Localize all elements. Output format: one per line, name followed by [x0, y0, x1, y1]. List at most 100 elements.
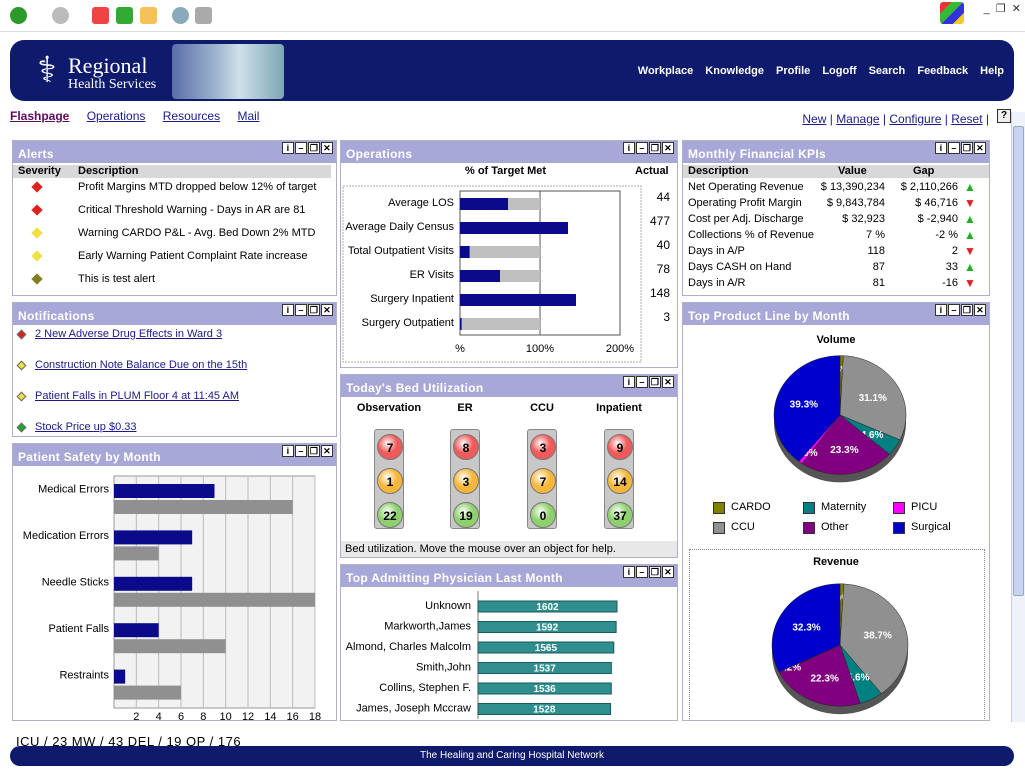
legend-label: PICU: [911, 501, 938, 513]
kpi-value: 81: [872, 277, 885, 289]
close-icon[interactable]: ✕: [662, 376, 674, 388]
restore-icon[interactable]: ❐: [308, 445, 320, 457]
restore-icon[interactable]: ❐: [308, 142, 320, 154]
tab-mail[interactable]: Mail: [237, 109, 260, 123]
reset-link[interactable]: Reset: [951, 112, 983, 126]
nav-profile[interactable]: Profile: [776, 65, 811, 77]
traffic-light-yellow[interactable]: 3: [453, 468, 479, 494]
manage-link[interactable]: Manage: [836, 112, 880, 126]
kpi-value: $ 9,843,784: [826, 197, 885, 209]
notification-link[interactable]: Construction Note Balance Due on the 15t…: [35, 359, 248, 371]
info-icon[interactable]: i: [282, 142, 294, 154]
panel-controls: i – ❐ ✕: [623, 142, 674, 154]
minimize-icon[interactable]: –: [948, 304, 960, 316]
close-icon[interactable]: ✕: [662, 566, 674, 578]
tab-resources[interactable]: Resources: [162, 109, 221, 123]
minimize-icon[interactable]: –: [295, 304, 307, 316]
traffic-light[interactable]: 9 14 37: [604, 429, 634, 529]
minimize-icon[interactable]: –: [636, 376, 648, 388]
stop-icon[interactable]: [92, 7, 109, 24]
traffic-light-green[interactable]: 22: [377, 502, 403, 528]
home-icon[interactable]: [140, 7, 157, 24]
back-icon[interactable]: [10, 7, 27, 24]
traffic-light-yellow[interactable]: 7: [530, 468, 556, 494]
alert-description[interactable]: This is test alert: [78, 273, 156, 285]
restore-icon[interactable]: ❐: [961, 142, 973, 154]
kpi-gap: -2 %: [935, 229, 958, 241]
traffic-light-yellow[interactable]: 14: [607, 468, 633, 494]
close-icon[interactable]: ✕: [321, 142, 333, 154]
notification-link[interactable]: 2 New Adverse Drug Effects in Ward 3: [35, 328, 223, 340]
pie-slice-label: .2%: [784, 662, 801, 673]
nav-feedback[interactable]: Feedback: [917, 65, 969, 77]
traffic-light-red[interactable]: 3: [530, 434, 556, 460]
info-icon[interactable]: i: [282, 304, 294, 316]
nav-help[interactable]: Help: [980, 65, 1004, 77]
close-icon[interactable]: ✕: [974, 142, 986, 154]
pie-slice: [773, 355, 841, 462]
info-icon[interactable]: i: [623, 142, 635, 154]
caduceus-icon: ⚕: [37, 49, 57, 90]
windows-logo-icon: [940, 2, 964, 24]
minimize-icon[interactable]: –: [636, 142, 648, 154]
forward-icon[interactable]: [52, 7, 69, 24]
help-button[interactable]: ?: [997, 109, 1011, 123]
configure-link[interactable]: Configure: [889, 112, 942, 126]
traffic-light-red[interactable]: 8: [453, 434, 479, 460]
close-icon[interactable]: ✕: [321, 445, 333, 457]
minimize-icon[interactable]: –: [295, 445, 307, 457]
alert-description[interactable]: Early Warning Patient Complaint Rate inc…: [78, 250, 308, 262]
info-icon[interactable]: i: [623, 566, 635, 578]
traffic-light-red[interactable]: 7: [377, 434, 403, 460]
restore-icon[interactable]: ❐: [649, 142, 661, 154]
nav-logoff[interactable]: Logoff: [822, 65, 857, 77]
notification-indicator-icon: [16, 422, 27, 433]
info-icon[interactable]: i: [623, 376, 635, 388]
tab-operations[interactable]: Operations: [86, 109, 146, 123]
info-icon[interactable]: i: [935, 304, 947, 316]
close-icon[interactable]: ✕: [321, 304, 333, 316]
target-bar: [460, 318, 540, 330]
tab-flashpage[interactable]: Flashpage: [10, 109, 70, 123]
alert-description[interactable]: Warning CARDO P&L - Avg. Bed Down 2% MTD: [78, 227, 316, 239]
scrollbar-thumb[interactable]: [1013, 126, 1024, 596]
print-icon[interactable]: [195, 7, 212, 24]
physician-bar: [477, 703, 612, 715]
traffic-light-yellow[interactable]: 1: [377, 468, 403, 494]
minimize-icon[interactable]: –: [295, 142, 307, 154]
traffic-light[interactable]: 3 7 0: [527, 429, 557, 529]
nav-knowledge[interactable]: Knowledge: [705, 65, 764, 77]
traffic-light-red[interactable]: 9: [607, 434, 633, 460]
notification-link[interactable]: Stock Price up $0.33: [35, 421, 137, 433]
new-link[interactable]: New: [802, 112, 827, 126]
ops-x-tick: %: [455, 343, 465, 355]
search-icon[interactable]: [172, 7, 189, 24]
alert-description[interactable]: Critical Threshold Warning - Days in AR …: [78, 204, 306, 216]
info-icon[interactable]: i: [282, 445, 294, 457]
notification-link[interactable]: Patient Falls in PLUM Floor 4 at 11:45 A…: [35, 390, 239, 402]
window-controls[interactable]: _ ❐ ✕: [983, 3, 1021, 15]
arrow-down-icon: ▼: [964, 276, 976, 290]
x-tick-label: 18: [309, 711, 321, 720]
traffic-light[interactable]: 8 3 19: [450, 429, 480, 529]
traffic-light[interactable]: 7 1 22: [374, 429, 404, 529]
restore-icon[interactable]: ❐: [649, 376, 661, 388]
restore-icon[interactable]: ❐: [961, 304, 973, 316]
kpi-description: Operating Profit Margin: [688, 197, 802, 209]
traffic-light-green[interactable]: 19: [453, 502, 479, 528]
restore-icon[interactable]: ❐: [308, 304, 320, 316]
traffic-light-green[interactable]: 0: [530, 502, 556, 528]
nav-workplace[interactable]: Workplace: [637, 65, 694, 77]
nav-search[interactable]: Search: [868, 65, 906, 77]
minimize-icon[interactable]: –: [636, 566, 648, 578]
vertical-scrollbar[interactable]: [1011, 112, 1025, 722]
minimize-icon[interactable]: –: [948, 142, 960, 154]
close-icon[interactable]: ✕: [662, 142, 674, 154]
close-icon[interactable]: ✕: [974, 304, 986, 316]
ops-x-tick: 100%: [526, 343, 554, 355]
restore-icon[interactable]: ❐: [649, 566, 661, 578]
refresh-icon[interactable]: [116, 7, 133, 24]
alert-description[interactable]: Profit Margins MTD dropped below 12% of …: [78, 181, 317, 193]
info-icon[interactable]: i: [935, 142, 947, 154]
traffic-light-green[interactable]: 37: [607, 502, 633, 528]
